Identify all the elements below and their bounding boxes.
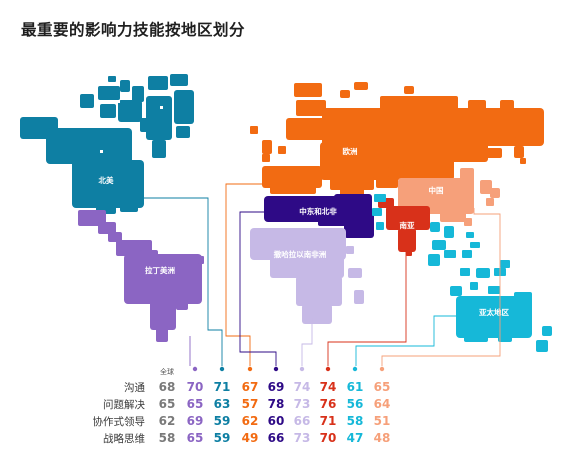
score-cell-ssa: 66 (294, 414, 311, 428)
connector-ssa (301, 318, 313, 366)
score-cell-south_asia: 71 (320, 414, 337, 428)
column-marker-south_asia (325, 366, 331, 372)
score-cell-apac: 56 (347, 397, 364, 411)
region-label-south-asia: 南亚 (400, 220, 415, 230)
connector-lines (112, 183, 501, 366)
column-marker-north_america (219, 366, 225, 372)
score-cell-south_asia: 70 (320, 431, 337, 445)
region-label-north-america: 北美 (99, 175, 114, 185)
score-cell-china: 65 (374, 380, 391, 394)
column-marker-latam (192, 366, 198, 372)
score-cell-china: 64 (374, 397, 391, 411)
column-marker-china (379, 366, 385, 372)
region-north-america (20, 74, 194, 214)
row-label: 问题解决 (103, 398, 145, 411)
score-cell-north_america: 59 (214, 414, 231, 428)
region-label-ssa: 撒哈拉以南非洲 (274, 249, 327, 259)
score-cell-global: 58 (159, 431, 176, 445)
score-cell-europe: 62 (242, 414, 259, 428)
row-label: 沟通 (124, 381, 145, 394)
connector-apac (355, 315, 456, 366)
row-label: 协作式领导 (93, 415, 146, 428)
region-north-america-wisps (100, 100, 163, 153)
score-cell-ssa: 73 (294, 397, 311, 411)
score-cell-north_america: 63 (214, 397, 231, 411)
score-cell-mena: 69 (268, 380, 285, 394)
connector-europe (225, 183, 292, 366)
connector-china (381, 208, 501, 366)
score-cell-mena: 78 (268, 397, 285, 411)
score-cell-south_asia: 74 (320, 380, 337, 394)
score-cell-china: 51 (374, 414, 391, 428)
connector-mena (239, 211, 277, 366)
region-label-apac: 亚太地区 (479, 307, 509, 317)
region-south-asia (378, 198, 430, 256)
score-cell-latam: 65 (187, 397, 204, 411)
region-mena (264, 194, 374, 238)
score-cell-europe: 67 (242, 380, 259, 394)
column-marker-ssa (299, 366, 305, 372)
row-label: 战略思维 (103, 432, 145, 445)
score-cell-ssa: 74 (294, 380, 311, 394)
connector-south-asia (327, 252, 407, 366)
column-marker-mena (273, 366, 279, 372)
score-cell-apac: 61 (347, 380, 364, 394)
region-label-mena: 中东和北非 (299, 206, 337, 216)
region-label-latam: 拉丁美洲 (145, 265, 175, 275)
score-cell-latam: 69 (187, 414, 204, 428)
score-cell-south_asia: 76 (320, 397, 337, 411)
score-cell-europe: 57 (242, 397, 259, 411)
column-header-global: 全球 (160, 367, 174, 376)
column-marker-europe (247, 366, 253, 372)
score-cell-north_america: 59 (214, 431, 231, 445)
region-label-europe: 欧洲 (343, 146, 358, 156)
region-latam (78, 210, 204, 342)
score-cell-latam: 65 (187, 431, 204, 445)
column-marker-apac (352, 366, 358, 372)
region-apac (372, 194, 552, 352)
score-cell-apac: 47 (347, 431, 364, 445)
score-cell-china: 48 (374, 431, 391, 445)
score-cell-global: 62 (159, 414, 176, 428)
region-europe (250, 82, 544, 196)
score-cell-ssa: 73 (294, 431, 311, 445)
region-ssa (250, 228, 364, 324)
connector-north-america (112, 197, 223, 366)
score-cell-global: 68 (159, 380, 176, 394)
score-cell-europe: 49 (242, 431, 259, 445)
score-cell-apac: 58 (347, 414, 364, 428)
score-cell-global: 65 (159, 397, 176, 411)
region-china (398, 168, 500, 226)
score-cell-latam: 70 (187, 380, 204, 394)
score-cell-mena: 66 (268, 431, 285, 445)
score-cell-north_america: 71 (214, 380, 231, 394)
page-title: 最重要的影响力技能按地区划分 (21, 21, 246, 39)
score-cell-mena: 60 (268, 414, 285, 428)
region-label-china: 中国 (429, 185, 444, 195)
